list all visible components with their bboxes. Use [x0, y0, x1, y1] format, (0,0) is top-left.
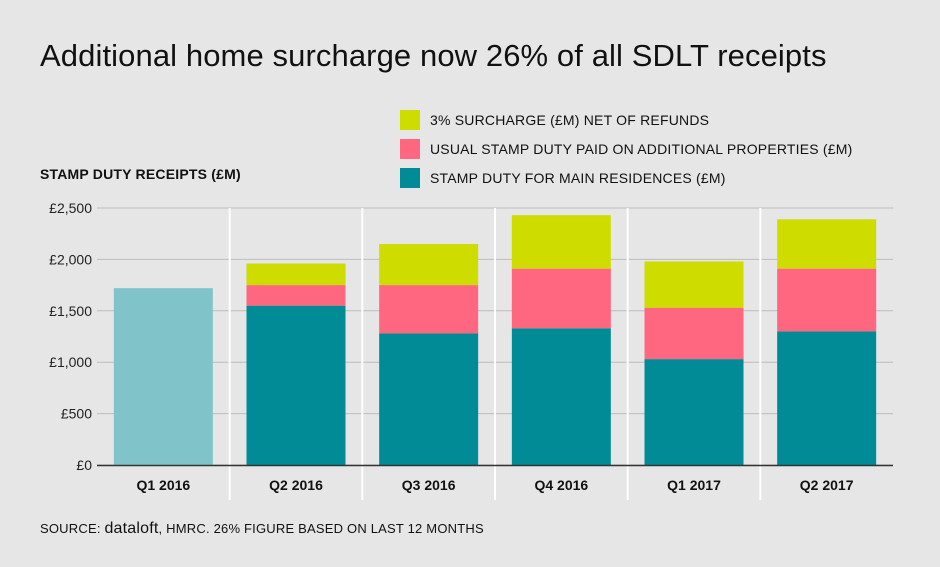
bar-surcharge — [644, 261, 744, 308]
bar-additional — [777, 268, 877, 332]
legend-item-surcharge: 3% SURCHARGE (£M) NET OF REFUNDS — [400, 105, 853, 134]
legend-label-additional: USUAL STAMP DUTY PAID ON ADDITIONAL PROP… — [430, 140, 853, 157]
bar-main — [644, 359, 744, 465]
y-tick-label: £2,500 — [49, 200, 92, 216]
bar-surcharge — [511, 215, 611, 269]
chart-title: Additional home surcharge now 26% of all… — [40, 38, 827, 73]
x-tick-label: Q3 2016 — [402, 477, 456, 493]
legend-swatch-additional — [400, 138, 420, 159]
x-tick-label: Q1 2016 — [136, 477, 190, 493]
source-suffix: , HMRC. 26% FIGURE BASED ON LAST 12 MONT… — [158, 521, 484, 536]
legend: 3% SURCHARGE (£M) NET OF REFUNDS USUAL S… — [400, 105, 853, 192]
source-note: SOURCE: dataloft, HMRC. 26% FIGURE BASED… — [40, 520, 484, 538]
bar-main — [113, 288, 213, 465]
bar-additional — [246, 285, 346, 306]
bar-main — [379, 333, 479, 465]
bar-surcharge — [246, 263, 346, 286]
legend-item-main: STAMP DUTY FOR MAIN RESIDENCES (£M) — [400, 163, 853, 192]
bar-surcharge — [777, 219, 877, 269]
y-tick-label: £1,500 — [49, 303, 92, 319]
legend-swatch-main — [400, 167, 420, 188]
legend-label-surcharge: 3% SURCHARGE (£M) NET OF REFUNDS — [430, 111, 710, 128]
x-tick-label: Q4 2016 — [534, 477, 588, 493]
x-tick-label: Q2 2017 — [800, 477, 854, 493]
bar-additional — [379, 285, 479, 334]
bar-main — [777, 331, 877, 465]
y-tick-label: £0 — [76, 457, 92, 473]
x-tick-label: Q1 2017 — [667, 477, 721, 493]
bar-additional — [511, 268, 611, 329]
y-tick-label: £500 — [61, 406, 92, 422]
legend-item-additional: USUAL STAMP DUTY PAID ON ADDITIONAL PROP… — [400, 134, 853, 163]
bar-main — [511, 328, 611, 465]
bar-additional — [644, 307, 744, 360]
legend-label-main: STAMP DUTY FOR MAIN RESIDENCES (£M) — [430, 169, 726, 186]
bar-main — [246, 305, 346, 465]
bar-surcharge — [379, 243, 479, 286]
y-tick-label: £1,000 — [49, 354, 92, 370]
source-brand-logo: dataloft — [104, 520, 159, 537]
y-tick-label: £2,000 — [49, 251, 92, 267]
source-prefix: SOURCE: — [40, 521, 105, 536]
x-tick-label: Q2 2016 — [269, 477, 323, 493]
legend-swatch-surcharge — [400, 109, 420, 130]
y-axis-title: STAMP DUTY RECEIPTS (£M) — [40, 166, 241, 182]
